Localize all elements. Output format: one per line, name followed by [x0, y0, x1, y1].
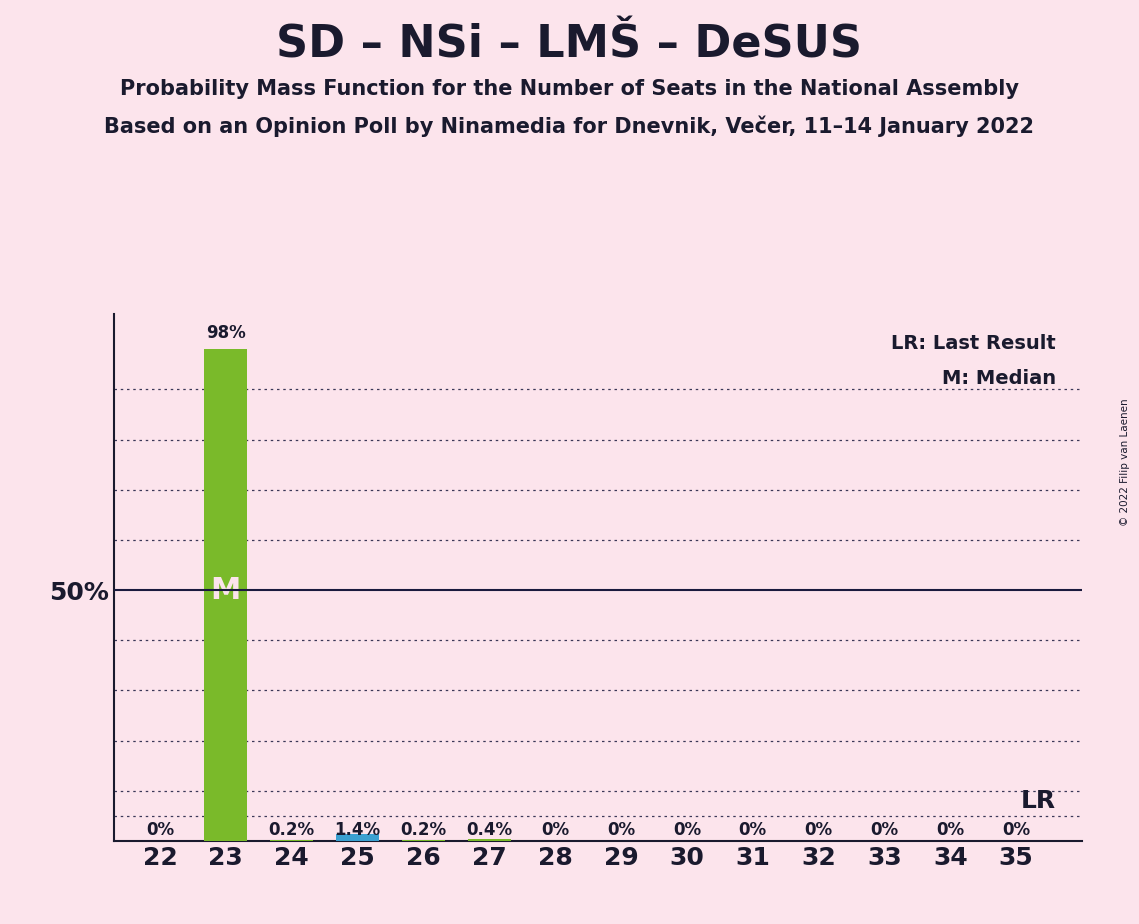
Text: M: M — [211, 576, 241, 604]
Text: 0%: 0% — [870, 821, 899, 839]
Text: 0%: 0% — [1002, 821, 1031, 839]
Text: 1.4%: 1.4% — [335, 821, 380, 839]
Text: © 2022 Filip van Laenen: © 2022 Filip van Laenen — [1120, 398, 1130, 526]
Text: 0%: 0% — [541, 821, 570, 839]
Bar — [270, 840, 313, 841]
Text: 0%: 0% — [673, 821, 700, 839]
Text: 0.2%: 0.2% — [401, 821, 446, 839]
Text: Based on an Opinion Poll by Ninamedia for Dnevnik, Večer, 11–14 January 2022: Based on an Opinion Poll by Ninamedia fo… — [105, 116, 1034, 137]
Text: M: Median: M: Median — [942, 370, 1056, 388]
Text: 0%: 0% — [936, 821, 965, 839]
Bar — [336, 833, 379, 841]
Text: SD – NSi – LMŠ – DeSUS: SD – NSi – LMŠ – DeSUS — [277, 23, 862, 67]
Bar — [205, 349, 247, 841]
Text: 0.4%: 0.4% — [466, 821, 513, 839]
Text: LR: Last Result: LR: Last Result — [891, 334, 1056, 353]
Text: 0.2%: 0.2% — [269, 821, 314, 839]
Bar — [402, 840, 445, 841]
Text: LR: LR — [1021, 789, 1056, 813]
Text: 0%: 0% — [146, 821, 174, 839]
Text: 98%: 98% — [206, 323, 246, 342]
Text: 0%: 0% — [804, 821, 833, 839]
Bar — [468, 839, 510, 841]
Text: 0%: 0% — [607, 821, 636, 839]
Text: Probability Mass Function for the Number of Seats in the National Assembly: Probability Mass Function for the Number… — [120, 79, 1019, 99]
Text: 0%: 0% — [739, 821, 767, 839]
